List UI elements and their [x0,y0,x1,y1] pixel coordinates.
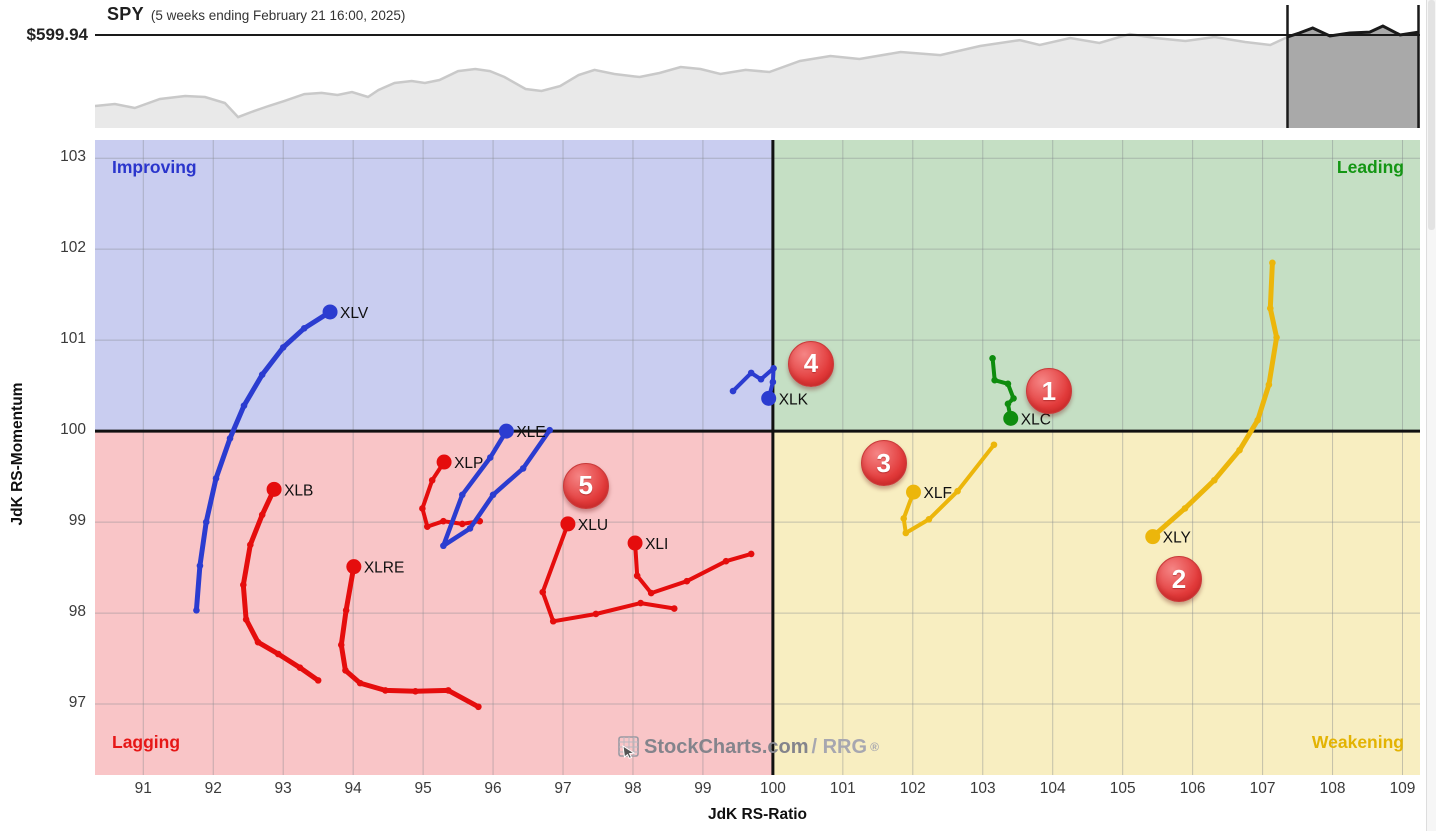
badge-5[interactable]: 5 [562,462,609,509]
spy-price-panel [95,5,1420,128]
x-tick-106: 106 [1179,780,1206,797]
scrollbar-thumb[interactable] [1428,0,1435,230]
x-tick-104: 104 [1039,780,1066,797]
trail-XLRE[interactable]: XLRE [337,559,482,711]
scrollbar[interactable] [1426,0,1436,831]
trail-XLB[interactable]: XLB [240,481,322,684]
y-tick-99: 99 [68,512,86,530]
x-tick-92: 92 [204,780,222,797]
trail-XLP[interactable]: XLP [419,454,483,530]
y-tick-98: 98 [68,603,86,621]
stockcharts-logo-icon [617,735,641,759]
y-tick-100: 100 [60,421,86,439]
rrg-plot: XLV XLB XLRE XLP XLE XLU XLI XLK XLC XLF XLY [95,140,1420,775]
watermark-secondary: / RRG [811,735,868,758]
trail-XLV[interactable]: XLV [193,304,369,614]
ticker-label-XLV[interactable]: XLV [340,305,369,322]
price-header: SPY (5 weeks ending February 21 16:00, 2… [107,4,405,25]
x-tick-100: 100 [759,780,786,797]
badge-1[interactable]: 1 [1025,368,1072,415]
x-tick-99: 99 [694,780,712,797]
badge-4[interactable]: 4 [787,340,834,387]
x-tick-103: 103 [969,780,996,797]
ticker-label-XLK[interactable]: XLK [779,391,809,408]
ticker-label-XLU[interactable]: XLU [578,517,608,534]
x-tick-108: 108 [1319,780,1346,797]
x-tick-101: 101 [829,780,856,797]
watermark: StockCharts.com / RRG ® [617,735,879,759]
symbol-title: SPY [107,4,144,24]
x-tick-95: 95 [414,780,432,797]
ticker-label-XLC[interactable]: XLC [1021,411,1051,428]
badge-3[interactable]: 3 [860,440,907,487]
quadrant-label-lagging: Lagging [112,732,181,752]
ticker-label-XLE[interactable]: XLE [516,424,545,441]
ticker-label-XLP[interactable]: XLP [454,455,483,472]
trail-XLI[interactable]: XLI [627,535,755,597]
ticker-label-XLY[interactable]: XLY [1163,530,1191,547]
ticker-label-XLI[interactable]: XLI [645,536,668,553]
x-tick-97: 97 [554,780,572,797]
x-tick-98: 98 [624,780,642,797]
trail-XLU[interactable]: XLU [539,516,678,625]
ticker-label-XLRE[interactable]: XLRE [364,560,405,577]
trail-XLY[interactable]: XLY [1145,259,1280,547]
y-tick-103: 103 [60,148,86,166]
y-tick-97: 97 [68,694,86,712]
trail-XLC[interactable]: XLC [989,355,1051,428]
y-tick-102: 102 [60,239,86,257]
spy-sparkline [95,5,1420,128]
y-tick-101: 101 [60,330,86,348]
y-axis-title: JdK RS-Momentum [9,382,26,526]
quadrant-label-leading: Leading [1336,157,1404,177]
date-range-slider[interactable] [1288,5,1419,128]
trail-XLE[interactable]: XLE [440,423,554,550]
x-tick-94: 94 [344,780,362,797]
trail-XLF[interactable]: XLF [900,441,998,537]
ticker-label-XLF[interactable]: XLF [924,485,952,502]
rrg-canvas: XLV XLB XLRE XLP XLE XLU XLI XLK XLC XLF XLY [95,140,1420,775]
ticker-label-XLB[interactable]: XLB [284,482,313,499]
badge-2[interactable]: 2 [1155,556,1202,603]
x-axis-title: JdK RS-Ratio [707,806,808,823]
quadrant-label-improving: Improving [112,157,197,177]
x-tick-96: 96 [484,780,502,797]
x-tick-91: 91 [134,780,152,797]
period-subtitle: (5 weeks ending February 21 16:00, 2025) [150,8,406,23]
watermark-primary: StockCharts.com [644,735,809,758]
price-label: $599.94 [26,25,88,44]
quadrant-label-weakening: Weakening [1311,732,1404,752]
x-tick-105: 105 [1109,780,1136,797]
x-tick-107: 107 [1249,780,1276,797]
watermark-reg: ® [870,740,879,754]
trail-XLK[interactable]: XLK [729,365,809,408]
x-tick-102: 102 [899,780,926,797]
x-tick-93: 93 [274,780,292,797]
x-tick-109: 109 [1389,780,1416,797]
